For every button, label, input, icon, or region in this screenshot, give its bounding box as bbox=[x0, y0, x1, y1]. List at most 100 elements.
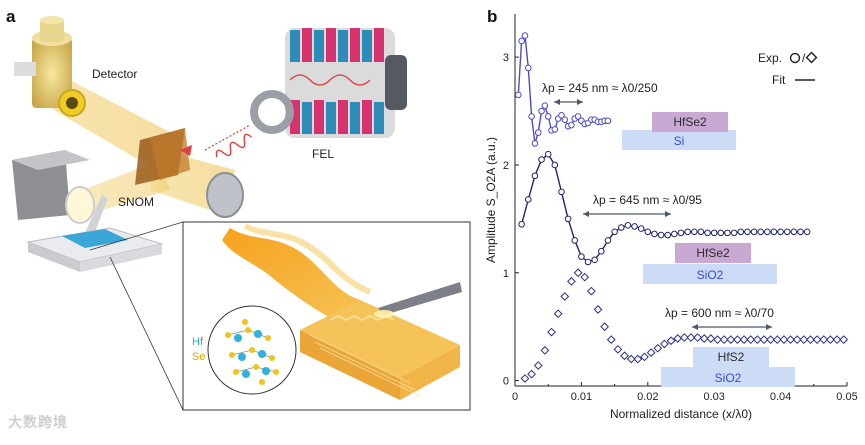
data-point bbox=[604, 117, 612, 125]
panel-b-label: b bbox=[487, 7, 497, 26]
data-point bbox=[699, 334, 709, 343]
data-point bbox=[524, 64, 532, 72]
data-point bbox=[706, 334, 716, 343]
data-point bbox=[770, 228, 778, 236]
data-point bbox=[772, 335, 782, 345]
crystal-layer-2 bbox=[693, 347, 769, 367]
hfse2-crystal bbox=[300, 300, 460, 400]
data-point bbox=[518, 37, 525, 45]
data-point bbox=[686, 333, 696, 342]
crystal-layer-1 bbox=[675, 243, 751, 263]
y-tick-label: 2 bbox=[503, 160, 509, 172]
data-point bbox=[541, 102, 549, 109]
legend-fit-label: Fit bbox=[772, 73, 786, 87]
data-point bbox=[531, 140, 539, 147]
data-point bbox=[779, 335, 789, 345]
data-point bbox=[567, 277, 576, 286]
data-point bbox=[544, 150, 552, 158]
fel-wave bbox=[215, 133, 252, 158]
data-point bbox=[671, 230, 678, 238]
data-point bbox=[520, 374, 530, 383]
data-point bbox=[574, 113, 582, 120]
mirror bbox=[206, 172, 244, 218]
data-point bbox=[534, 129, 542, 136]
data-point bbox=[558, 188, 565, 196]
data-point bbox=[812, 335, 822, 345]
plasmon-ribbon bbox=[222, 228, 380, 330]
sample-stage bbox=[26, 227, 164, 272]
data-point bbox=[766, 335, 776, 345]
data-point bbox=[515, 91, 522, 99]
data-point bbox=[819, 335, 829, 345]
data-point bbox=[604, 237, 612, 244]
data-point bbox=[750, 228, 758, 236]
data-point bbox=[777, 228, 784, 236]
data-point bbox=[739, 335, 749, 345]
data-point bbox=[666, 336, 676, 346]
data-point bbox=[719, 335, 729, 345]
data-point bbox=[839, 335, 849, 345]
crystal-label-1: HfSe2 bbox=[696, 246, 730, 260]
data-point bbox=[551, 126, 559, 133]
data-point bbox=[551, 161, 559, 169]
x-tick-label: 0.01 bbox=[571, 391, 592, 403]
data-point bbox=[724, 229, 731, 237]
data-point bbox=[620, 351, 629, 361]
legend-separator: / bbox=[802, 51, 806, 65]
data-point bbox=[547, 327, 556, 337]
detector-label: Detector bbox=[92, 67, 137, 81]
data-point bbox=[752, 335, 762, 345]
data-point bbox=[571, 237, 579, 244]
data-point bbox=[528, 113, 535, 120]
data-point bbox=[660, 339, 669, 349]
data-point bbox=[531, 172, 539, 180]
y-tick-label: 0 bbox=[503, 376, 509, 388]
crystal-label-2: HfS2 bbox=[718, 350, 745, 364]
data-point bbox=[797, 228, 804, 236]
data-point bbox=[657, 231, 665, 239]
data-point bbox=[644, 228, 652, 236]
data-point bbox=[737, 228, 745, 236]
legend-diamond-marker bbox=[805, 51, 818, 64]
panel-b-chart: b 0 0.01 0.02 0.03 0.04 0.05 0 1 2 3 Normalized di… bbox=[484, 0, 865, 440]
data-point bbox=[640, 352, 649, 362]
data-point bbox=[746, 335, 756, 345]
x-tick-label: 0.02 bbox=[637, 391, 658, 403]
data-point bbox=[538, 107, 545, 115]
data-point bbox=[693, 333, 702, 342]
fel-pulse-beam bbox=[204, 124, 251, 151]
data-point bbox=[633, 354, 643, 364]
x-axis-label: Normalized distance (x/λ0) bbox=[610, 407, 752, 421]
data-point bbox=[726, 335, 736, 345]
watermark: 大数跨境 bbox=[8, 414, 68, 430]
data-point bbox=[591, 256, 598, 264]
data-point bbox=[673, 334, 683, 343]
detector bbox=[14, 16, 86, 117]
arrow-head-right bbox=[766, 324, 772, 330]
arrow-head-left bbox=[692, 324, 698, 330]
arrow-head-right bbox=[665, 211, 671, 217]
substrate-2 bbox=[661, 367, 795, 387]
data-point bbox=[677, 229, 685, 237]
data-point bbox=[573, 268, 583, 278]
wavelength-annotation-1: λp = 645 nm ≈ λ0/95 bbox=[593, 193, 702, 207]
data-point bbox=[561, 116, 569, 123]
data-point bbox=[626, 354, 636, 364]
data-point bbox=[600, 322, 610, 332]
data-point bbox=[568, 121, 575, 129]
data-point bbox=[792, 335, 802, 345]
data-point bbox=[653, 343, 663, 353]
data-point bbox=[684, 228, 691, 236]
data-point bbox=[631, 223, 638, 230]
data-point bbox=[558, 112, 565, 119]
data-point bbox=[730, 229, 738, 237]
substrate-label-0: Si bbox=[674, 134, 685, 148]
x-tick-label: 0 bbox=[512, 391, 518, 403]
data-point bbox=[690, 228, 698, 236]
data-point bbox=[593, 305, 603, 314]
wavelength-annotation-0: λp = 245 nm ≈ λ0/250 bbox=[542, 81, 658, 95]
data-point bbox=[646, 348, 656, 357]
y-axis-label: Amplitude S_O2A (a.u.) bbox=[485, 137, 498, 263]
annotations: λp = 245 nm ≈ λ0/250 λp = 645 nm ≈ λ0/95 λ… bbox=[542, 81, 774, 330]
arrow-head-left bbox=[583, 211, 589, 217]
